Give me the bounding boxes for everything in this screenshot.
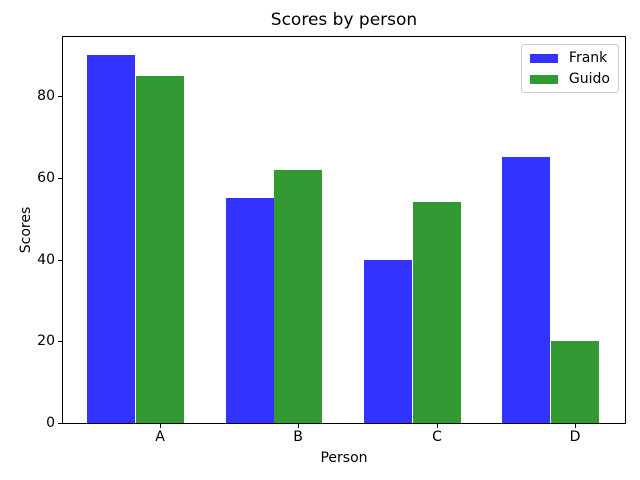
y-tick-mark-20 xyxy=(58,341,63,342)
y-tick-label-0: 0 xyxy=(46,415,55,431)
legend-label-frank: Frank xyxy=(568,50,608,66)
y-tick-mark-40 xyxy=(58,260,63,261)
bar-guido-b xyxy=(274,170,322,423)
bar-guido-d xyxy=(551,341,599,423)
x-tick-label-b: B xyxy=(293,429,303,445)
x-tick-label-d: D xyxy=(569,429,581,445)
bar-guido-a xyxy=(136,76,184,423)
x-tick-mark-d xyxy=(575,424,576,428)
y-tick-label-20: 20 xyxy=(37,333,55,349)
y-tick-label-60: 60 xyxy=(37,170,55,186)
legend-item-guido: Guido xyxy=(529,71,610,87)
x-tick-label-a: A xyxy=(155,429,165,445)
bar-frank-b xyxy=(226,198,274,423)
legend-label-guido: Guido xyxy=(568,71,610,87)
x-tick-mark-b xyxy=(298,424,299,428)
x-tick-label-c: C xyxy=(432,429,442,445)
y-tick-mark-0 xyxy=(58,423,63,424)
bar-guido-c xyxy=(413,202,461,423)
bar-frank-c xyxy=(364,260,412,423)
y-tick-label-40: 40 xyxy=(37,252,55,268)
legend-swatch-frank xyxy=(529,53,558,63)
legend: Frank Guido xyxy=(520,44,619,93)
y-axis-label: Scores xyxy=(18,206,34,254)
x-tick-mark-a xyxy=(160,424,161,428)
chart-title: Scores by person xyxy=(270,10,418,30)
bar-frank-d xyxy=(502,157,550,423)
plot-area: Frank Guido xyxy=(62,36,626,424)
y-tick-mark-60 xyxy=(58,178,63,179)
y-tick-mark-80 xyxy=(58,96,63,97)
bar-frank-a xyxy=(87,55,135,423)
legend-swatch-guido xyxy=(529,74,558,84)
x-tick-mark-c xyxy=(437,424,438,428)
x-axis-label: Person xyxy=(320,450,368,466)
legend-item-frank: Frank xyxy=(529,50,610,66)
y-tick-label-80: 80 xyxy=(37,88,55,104)
